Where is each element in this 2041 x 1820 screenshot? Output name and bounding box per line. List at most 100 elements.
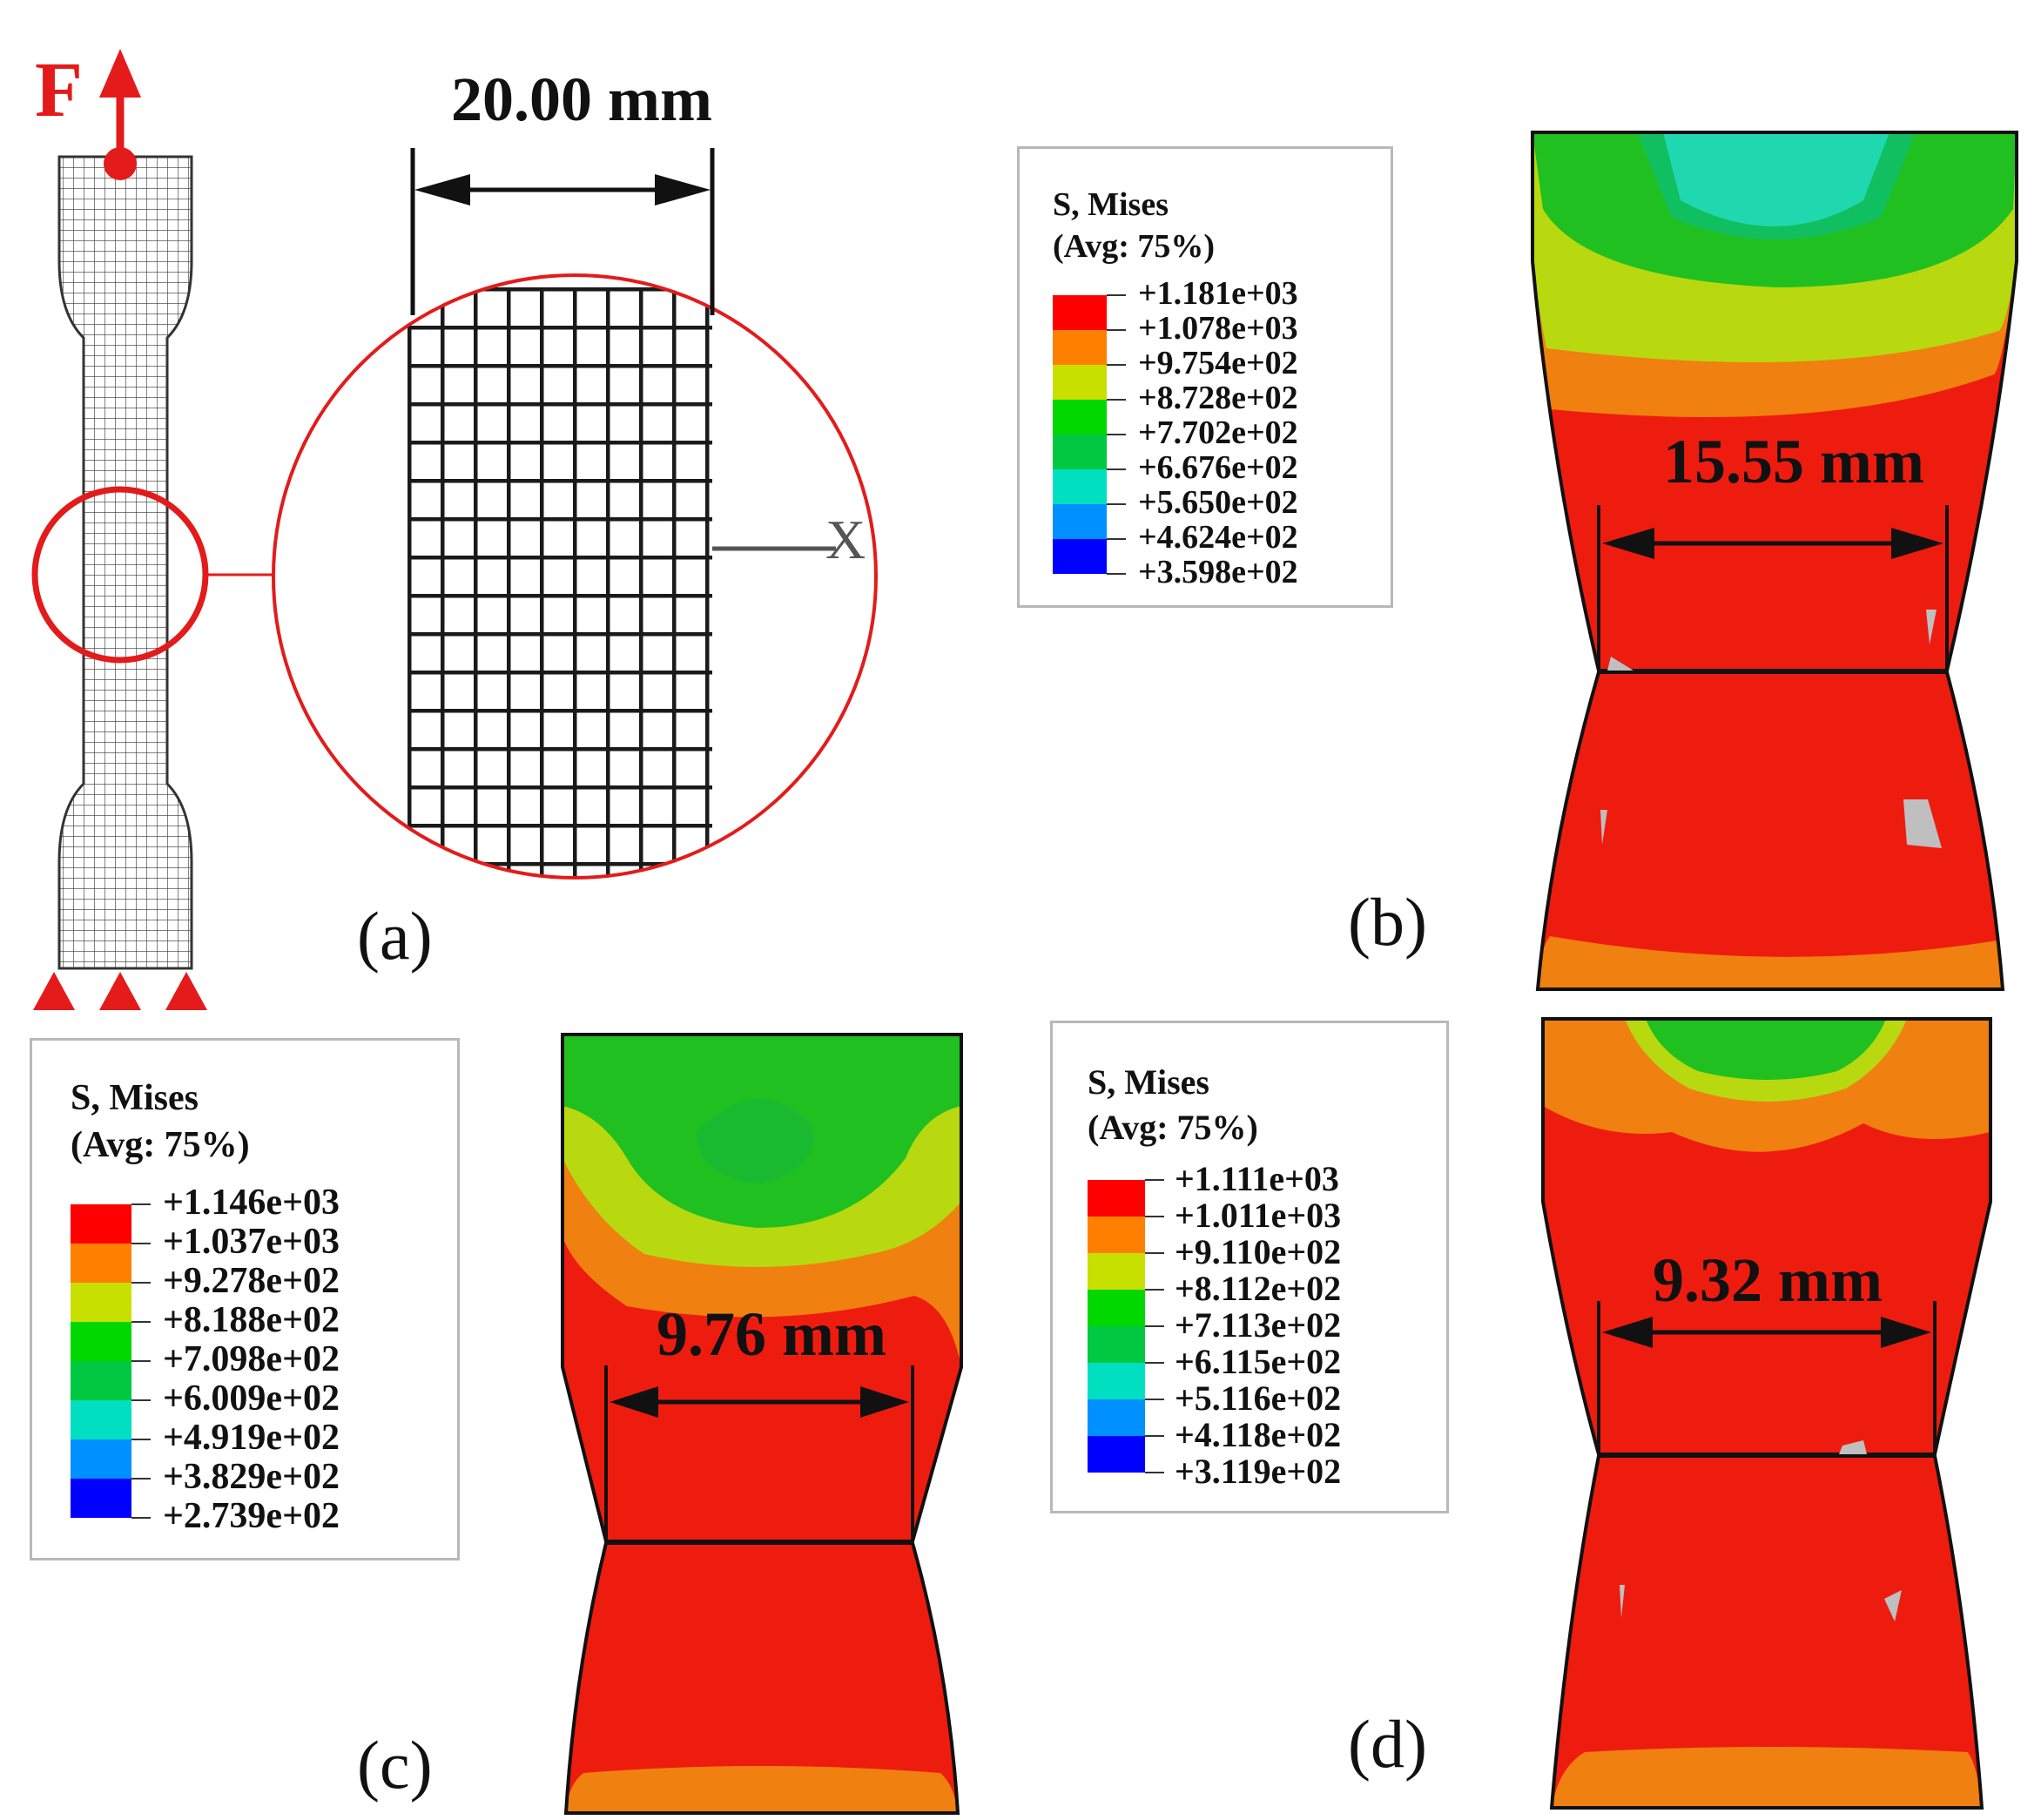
legend-value: +3.598e+02 — [1138, 554, 1298, 591]
support-triangle-1 — [33, 972, 75, 1010]
legend-value: +9.110e+02 — [1175, 1232, 1342, 1272]
legend-value: +5.116e+02 — [1175, 1378, 1342, 1419]
legend-tick — [1107, 434, 1126, 435]
legend-value: +1.011e+03 — [1175, 1196, 1342, 1236]
legend-swatch — [71, 1322, 131, 1361]
legend-tick — [131, 1203, 151, 1205]
legend-swatch — [1053, 330, 1107, 365]
legend-value: +3.829e+02 — [163, 1456, 340, 1497]
legend-value: +1.037e+03 — [163, 1221, 340, 1262]
legend-tick — [1107, 399, 1126, 401]
legend-swatch — [1053, 435, 1107, 469]
load-point — [104, 147, 137, 180]
legend-value: +8.112e+02 — [1175, 1269, 1342, 1309]
legend-swatch — [71, 1244, 131, 1283]
legend-value: +5.650e+02 — [1138, 484, 1298, 522]
legend-value: +9.278e+02 — [163, 1260, 340, 1301]
legend-tick — [1107, 468, 1126, 470]
legend-tick — [1145, 1362, 1164, 1364]
dim-label-9-32mm: 9.32 mm — [1653, 1245, 1883, 1315]
legend-value: +1.181e+03 — [1138, 275, 1298, 313]
legend-value: +2.739e+02 — [163, 1495, 340, 1536]
zoom-mesh-group — [408, 287, 836, 878]
legend-value: +6.676e+02 — [1138, 449, 1298, 487]
dim-label-9-76mm: 9.76 mm — [657, 1299, 886, 1369]
legend-d-title: S, Mises — [1088, 1062, 1209, 1102]
legend-d: S, Mises (Avg: 75%) +1.111e+03 +1.011e+03… — [1050, 1021, 1449, 1513]
legend-tick — [131, 1517, 151, 1519]
legend-value: +7.702e+02 — [1138, 415, 1298, 452]
dim-label-20mm: 20.00 mm — [451, 64, 712, 134]
legend-c-subtitle: (Avg: 75%) — [71, 1125, 250, 1165]
legend-value: +9.754e+02 — [1138, 345, 1298, 382]
legend-tick — [1145, 1325, 1164, 1327]
legend-value: +1.146e+03 — [163, 1182, 340, 1223]
panel-label-b: (b) — [1348, 884, 1427, 960]
legend-swatch — [1053, 539, 1107, 574]
legend-swatch — [1088, 1180, 1145, 1217]
legend-tick — [131, 1243, 151, 1244]
legend-tick — [131, 1399, 151, 1401]
legend-swatch — [1088, 1253, 1145, 1290]
legend-swatch — [71, 1439, 131, 1479]
axis-x-glyph: X — [825, 509, 866, 570]
legend-value: +7.113e+02 — [1175, 1305, 1342, 1345]
legend-tick — [1145, 1435, 1164, 1437]
legend-value: +4.919e+02 — [163, 1417, 340, 1458]
legend-value: +4.118e+02 — [1175, 1415, 1342, 1455]
legend-swatch — [1088, 1217, 1145, 1253]
legend-tick — [1145, 1289, 1164, 1291]
legend-tick — [1107, 364, 1126, 366]
legend-swatch — [1088, 1326, 1145, 1363]
legend-b-subtitle: (Avg: 75%) — [1053, 228, 1216, 265]
legend-swatch — [1053, 469, 1107, 504]
legend-c: S, Mises (Avg: 75%) +1.146e+03 +1.037e+03… — [30, 1038, 460, 1560]
legend-value: +3.119e+02 — [1175, 1452, 1342, 1492]
legend-tick — [131, 1282, 151, 1284]
legend-c-title: S, Mises — [71, 1078, 199, 1118]
legend-swatch — [71, 1361, 131, 1400]
legend-swatch — [1088, 1290, 1145, 1326]
dim-label-15-55mm: 15.55 mm — [1663, 427, 1924, 496]
legend-tick — [1145, 1252, 1164, 1254]
legend-value: +1.111e+03 — [1175, 1159, 1339, 1199]
legend-tick — [131, 1478, 151, 1480]
legend-swatch — [71, 1283, 131, 1322]
legend-tick — [1145, 1399, 1164, 1400]
legend-tick — [1107, 294, 1126, 296]
force-label: F — [35, 47, 83, 133]
legend-tick — [131, 1439, 151, 1440]
legend-value: +4.624e+02 — [1138, 519, 1298, 556]
legend-swatch — [1088, 1399, 1145, 1436]
legend-swatch — [1053, 504, 1107, 539]
legend-swatch — [1053, 295, 1107, 330]
legend-tick — [1107, 538, 1126, 540]
legend-tick — [1145, 1472, 1164, 1473]
legend-tick — [131, 1360, 151, 1362]
zoom-circle — [272, 273, 878, 880]
legend-value: +1.078e+03 — [1138, 310, 1298, 347]
support-triangle-2 — [99, 972, 141, 1010]
legend-value: +7.098e+02 — [163, 1338, 340, 1379]
legend-tick — [1107, 573, 1126, 575]
legend-tick — [1107, 503, 1126, 505]
legend-swatch — [1088, 1363, 1145, 1399]
legend-tick — [1145, 1216, 1164, 1217]
legend-value: +8.188e+02 — [163, 1299, 340, 1340]
specimen-mesh — [57, 155, 193, 970]
legend-swatch — [1088, 1436, 1145, 1473]
legend-swatch — [71, 1479, 131, 1518]
legend-swatch — [1053, 400, 1107, 435]
legend-value: +8.728e+02 — [1138, 380, 1298, 417]
legend-swatch — [1053, 365, 1107, 400]
panel-label-d: (d) — [1348, 1706, 1427, 1782]
legend-d-subtitle: (Avg: 75%) — [1088, 1108, 1258, 1147]
legend-tick — [131, 1321, 151, 1323]
legend-tick — [1107, 329, 1126, 331]
legend-value: +6.115e+02 — [1175, 1342, 1342, 1382]
support-triangle-3 — [165, 972, 207, 1010]
